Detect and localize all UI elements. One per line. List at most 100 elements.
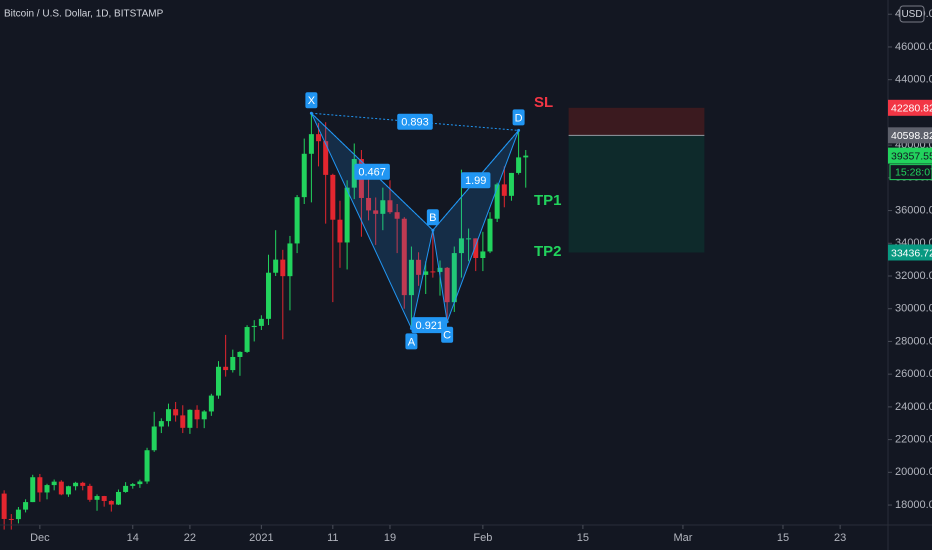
point-label: B — [429, 212, 436, 224]
y-tick-label: 22000.00 — [895, 434, 932, 446]
y-tick-label: 44000.00 — [895, 74, 932, 86]
x-tick-label: 11 — [327, 532, 338, 544]
x-tick-label: 22 — [184, 532, 196, 544]
candle-body — [37, 477, 43, 493]
pattern-point — [517, 128, 521, 132]
pattern-point — [409, 326, 413, 330]
y-tick-label: 18000.00 — [895, 499, 932, 511]
pattern-point — [309, 111, 313, 115]
point-label: C — [443, 330, 451, 342]
pattern-point — [445, 320, 449, 324]
candle-body — [58, 481, 64, 495]
candle-body — [458, 238, 464, 254]
candle-body — [330, 174, 336, 220]
y-tick-label: 30000.00 — [895, 303, 932, 315]
candle-body — [401, 218, 407, 296]
candle-body — [73, 482, 79, 487]
candle-body — [80, 482, 86, 486]
point-label: X — [308, 95, 316, 107]
candle-body — [208, 395, 214, 412]
candle-body — [230, 356, 236, 371]
pattern-point — [431, 228, 435, 232]
candle-body — [351, 159, 357, 188]
candle-body — [308, 134, 314, 154]
candle-body — [466, 238, 472, 240]
candle-body — [87, 485, 93, 500]
candle-body — [180, 415, 186, 428]
candle-body — [137, 481, 143, 485]
candle-body — [194, 409, 200, 420]
x-tick-label: 14 — [127, 532, 139, 544]
point-badge — [305, 92, 318, 109]
candle-body — [30, 477, 36, 503]
candle-body — [323, 141, 329, 175]
candle-body — [216, 366, 221, 396]
ratio-badge — [397, 113, 433, 130]
ratio-badge — [461, 172, 491, 189]
point-label: A — [408, 336, 416, 348]
x-tick-label: 23 — [834, 532, 846, 544]
candle-body — [65, 486, 71, 495]
candle-body — [516, 157, 522, 173]
chart-title: Bitcoin / U.S. Dollar, 1D, BITSTAMP — [4, 9, 164, 20]
candle-body — [423, 271, 429, 275]
candle-body — [473, 238, 479, 259]
candle-body — [130, 484, 136, 486]
ratio-label: 0.893 — [401, 117, 429, 129]
candle-body — [165, 409, 171, 422]
candle-body — [316, 134, 322, 142]
candle-body — [15, 509, 21, 520]
ratio-badge — [354, 163, 390, 180]
candle-body — [480, 251, 486, 259]
candle-body — [8, 518, 14, 520]
currency-badge — [899, 5, 925, 23]
candle-body — [151, 426, 157, 451]
candle-body — [273, 259, 279, 273]
y-tick-label: 20000.00 — [895, 466, 932, 478]
candle-body — [523, 155, 529, 158]
candle-body — [344, 187, 350, 243]
candle-body — [508, 172, 514, 196]
candle-body — [366, 197, 372, 211]
candle-body — [23, 502, 29, 510]
candle-body — [451, 253, 457, 303]
ratio-label: 1.99 — [465, 175, 486, 187]
last-price-label: 39357.55 — [891, 150, 932, 162]
point-badge — [512, 109, 525, 126]
x-tick-label: 19 — [384, 532, 396, 544]
point-label: D — [515, 112, 523, 124]
candle-body — [237, 351, 243, 357]
tp1-label: TP1 — [534, 192, 562, 209]
candle-body — [387, 200, 393, 213]
last-price-tag — [888, 147, 932, 164]
countdown-tag — [889, 164, 932, 181]
plot-area — [1, 107, 705, 530]
y-tick-label: 32000.00 — [895, 270, 932, 282]
candle-body — [294, 197, 300, 244]
candle-body — [144, 450, 150, 482]
x-tick-label: Feb — [473, 532, 492, 544]
y-tick-label: 46000.00 — [895, 41, 932, 53]
candle-body — [44, 485, 50, 493]
candle-body — [201, 411, 207, 420]
candle-body — [501, 184, 507, 196]
candle-body — [108, 500, 114, 505]
ratio-badge — [411, 317, 448, 334]
candle-body — [430, 271, 436, 273]
candle-body — [337, 219, 343, 243]
candle-body — [223, 366, 229, 371]
candle-body — [280, 259, 286, 277]
candle-body — [444, 267, 450, 303]
y-tick-label: 36000.00 — [895, 204, 932, 216]
candle-body — [173, 409, 179, 416]
candle-body — [408, 259, 414, 296]
candle-body — [373, 210, 379, 214]
entry-tag — [888, 127, 932, 144]
x-tick-label: 2021 — [249, 532, 273, 544]
y-tick-label: 24000.00 — [895, 401, 932, 413]
point-badge — [441, 326, 454, 343]
candle-body — [287, 243, 293, 277]
sl-label: SL — [534, 94, 553, 111]
